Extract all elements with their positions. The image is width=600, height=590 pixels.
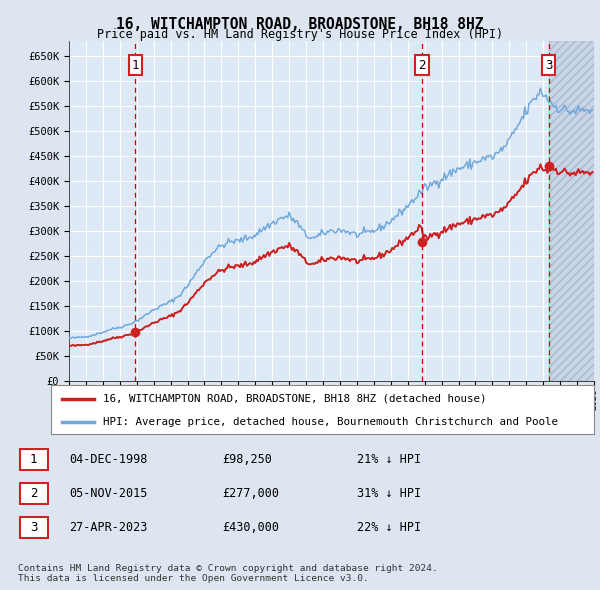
Text: HPI: Average price, detached house, Bournemouth Christchurch and Poole: HPI: Average price, detached house, Bour… bbox=[103, 417, 557, 427]
Text: 16, WITCHAMPTON ROAD, BROADSTONE, BH18 8HZ (detached house): 16, WITCHAMPTON ROAD, BROADSTONE, BH18 8… bbox=[103, 394, 486, 404]
Text: Contains HM Land Registry data © Crown copyright and database right 2024.
This d: Contains HM Land Registry data © Crown c… bbox=[18, 563, 438, 583]
Text: Price paid vs. HM Land Registry's House Price Index (HPI): Price paid vs. HM Land Registry's House … bbox=[97, 28, 503, 41]
Text: 27-APR-2023: 27-APR-2023 bbox=[69, 521, 148, 534]
Text: 04-DEC-1998: 04-DEC-1998 bbox=[69, 453, 148, 466]
Text: £277,000: £277,000 bbox=[222, 487, 279, 500]
Text: 1: 1 bbox=[30, 453, 37, 466]
Text: 2: 2 bbox=[418, 58, 425, 71]
Text: 3: 3 bbox=[30, 521, 37, 534]
Text: 21% ↓ HPI: 21% ↓ HPI bbox=[357, 453, 421, 466]
Text: 22% ↓ HPI: 22% ↓ HPI bbox=[357, 521, 421, 534]
Bar bbox=[548, 41, 594, 381]
Text: 2: 2 bbox=[30, 487, 37, 500]
Text: 3: 3 bbox=[545, 58, 553, 71]
Text: £430,000: £430,000 bbox=[222, 521, 279, 534]
Text: 1: 1 bbox=[131, 58, 139, 71]
Text: 16, WITCHAMPTON ROAD, BROADSTONE, BH18 8HZ: 16, WITCHAMPTON ROAD, BROADSTONE, BH18 8… bbox=[116, 17, 484, 31]
Text: 31% ↓ HPI: 31% ↓ HPI bbox=[357, 487, 421, 500]
Text: 05-NOV-2015: 05-NOV-2015 bbox=[69, 487, 148, 500]
Text: £98,250: £98,250 bbox=[222, 453, 272, 466]
